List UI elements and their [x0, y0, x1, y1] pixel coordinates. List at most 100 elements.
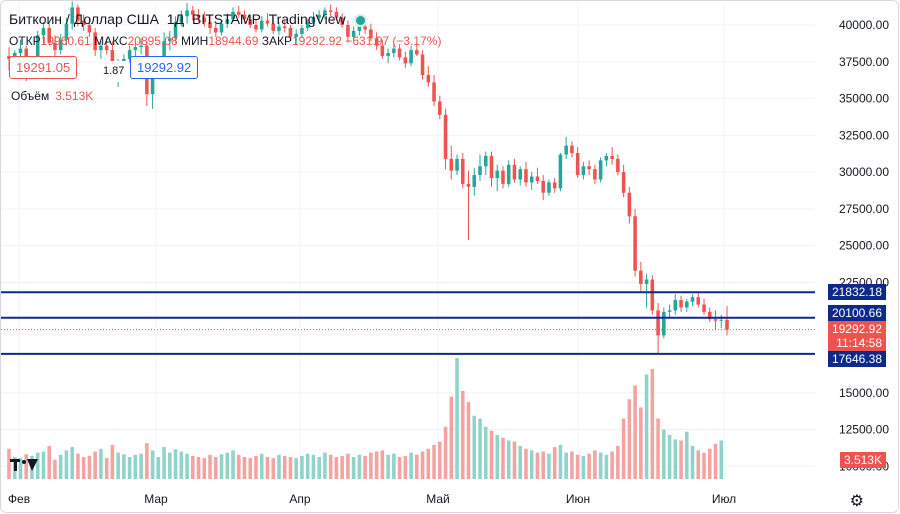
volume-bar: [173, 449, 178, 479]
change-value: −631.97 (−3.17%): [345, 34, 442, 48]
volume-bar: [386, 454, 390, 479]
volume-bar: [707, 448, 712, 479]
market-status-icon[interactable]: [355, 15, 365, 25]
volume-bar: [685, 431, 689, 479]
level-tag-3: 17646.38: [827, 351, 886, 367]
candle-body: [512, 164, 517, 180]
candle-body: [300, 28, 304, 34]
volume-bar: [133, 454, 138, 479]
y-tick-label: 32500.00: [839, 128, 889, 142]
candle-body: [231, 11, 235, 20]
volume-bar: [104, 458, 109, 479]
candle-body: [443, 114, 448, 159]
volume-bar: [696, 450, 701, 479]
symbol-header: Биткоин / Доллар США 1Д BITSTAMP Trading…: [9, 11, 365, 27]
volume-bar: [41, 451, 46, 479]
volume-bar: [248, 458, 253, 479]
volume-bar: [35, 452, 40, 479]
ohlc-readout: ОТКР19960.61 МАКС20895.08 МИН18944.69 ЗА…: [9, 34, 441, 48]
volume-bar: [501, 437, 505, 479]
sell-price-button[interactable]: 19291.05: [9, 56, 78, 79]
candle-body: [139, 45, 143, 48]
candle-body: [524, 169, 528, 183]
candle-body: [254, 25, 258, 30]
volume-bar: [420, 451, 425, 479]
candle-body: [725, 319, 729, 330]
buy-price-button[interactable]: 19292.92: [130, 56, 199, 79]
candle-body: [53, 42, 57, 51]
volume-legend[interactable]: Объём 3.513K: [11, 89, 93, 103]
volume-bar: [202, 458, 207, 479]
candle-body: [127, 50, 132, 59]
candle-body: [323, 10, 327, 15]
volume-bar: [277, 454, 281, 479]
y-tick-label: 27500.00: [839, 202, 889, 216]
candle-body: [196, 14, 201, 18]
candle-body: [529, 176, 534, 183]
volume-bar: [627, 399, 632, 479]
volume-tag: 3.513K: [839, 452, 886, 468]
candle-body: [575, 153, 580, 176]
candle-body: [392, 48, 396, 54]
volume-bar: [305, 453, 310, 479]
volume-bar: [271, 458, 276, 479]
candle-body: [633, 216, 637, 271]
volume-bar: [334, 457, 339, 479]
candle-body: [547, 182, 551, 193]
y-tick-label: 40000.00: [839, 18, 889, 32]
volume-bar: [690, 446, 695, 479]
candle-body: [696, 297, 701, 305]
candle-body: [593, 169, 597, 180]
volume-bar: [483, 426, 488, 479]
volume-bar: [340, 455, 344, 479]
candle-body: [541, 180, 545, 193]
volume-bar: [472, 415, 477, 479]
y-tick-label: 25000.00: [839, 239, 889, 253]
x-tick-label: Апр: [289, 492, 311, 506]
volume-bar: [455, 358, 459, 479]
y-tick-label: 35000.00: [839, 92, 889, 106]
volume-bar: [208, 454, 212, 479]
candle-body: [282, 26, 287, 29]
volume-bar: [719, 440, 724, 479]
candle-body: [87, 25, 92, 33]
candle-body: [248, 19, 253, 26]
candle-body: [35, 35, 40, 64]
volume-bar: [449, 396, 454, 479]
volume-bar: [87, 455, 92, 479]
volume-bar: [633, 385, 637, 479]
volume-bar: [460, 391, 465, 479]
candle-body: [478, 166, 482, 176]
volume-bar: [196, 457, 201, 479]
volume-bar: [380, 450, 385, 479]
symbol-name[interactable]: Биткоин / Доллар США: [9, 11, 159, 27]
volume-bar: [150, 450, 155, 479]
candle-body: [328, 10, 333, 12]
candle-body: [656, 310, 660, 336]
volume-bar: [357, 454, 362, 479]
open-value: 19960.61: [40, 34, 91, 48]
candle-body: [639, 270, 643, 284]
tradingview-logo-icon[interactable]: [7, 453, 43, 477]
volume-bar: [24, 454, 29, 479]
candle-body: [150, 72, 155, 95]
candle-body: [317, 14, 321, 18]
volume-bar: [110, 444, 115, 479]
open-label: ОТКР: [9, 34, 41, 48]
candle-body: [64, 23, 69, 40]
volume-bar: [397, 457, 402, 479]
volume-bar: [122, 454, 126, 479]
candle-body: [214, 28, 218, 33]
interval-label[interactable]: 1Д: [166, 11, 185, 27]
volume-bar: [162, 447, 166, 479]
volume-bar: [311, 454, 316, 479]
volume-bar: [495, 435, 500, 479]
volume-bar: [518, 446, 522, 479]
y-tick-label: 15000.00: [839, 386, 889, 400]
candle-body: [420, 54, 425, 76]
volume-bar: [7, 448, 11, 479]
settings-gear-icon[interactable]: ⚙: [849, 493, 864, 510]
candle-body: [581, 166, 586, 176]
volume-bar: [242, 457, 247, 479]
